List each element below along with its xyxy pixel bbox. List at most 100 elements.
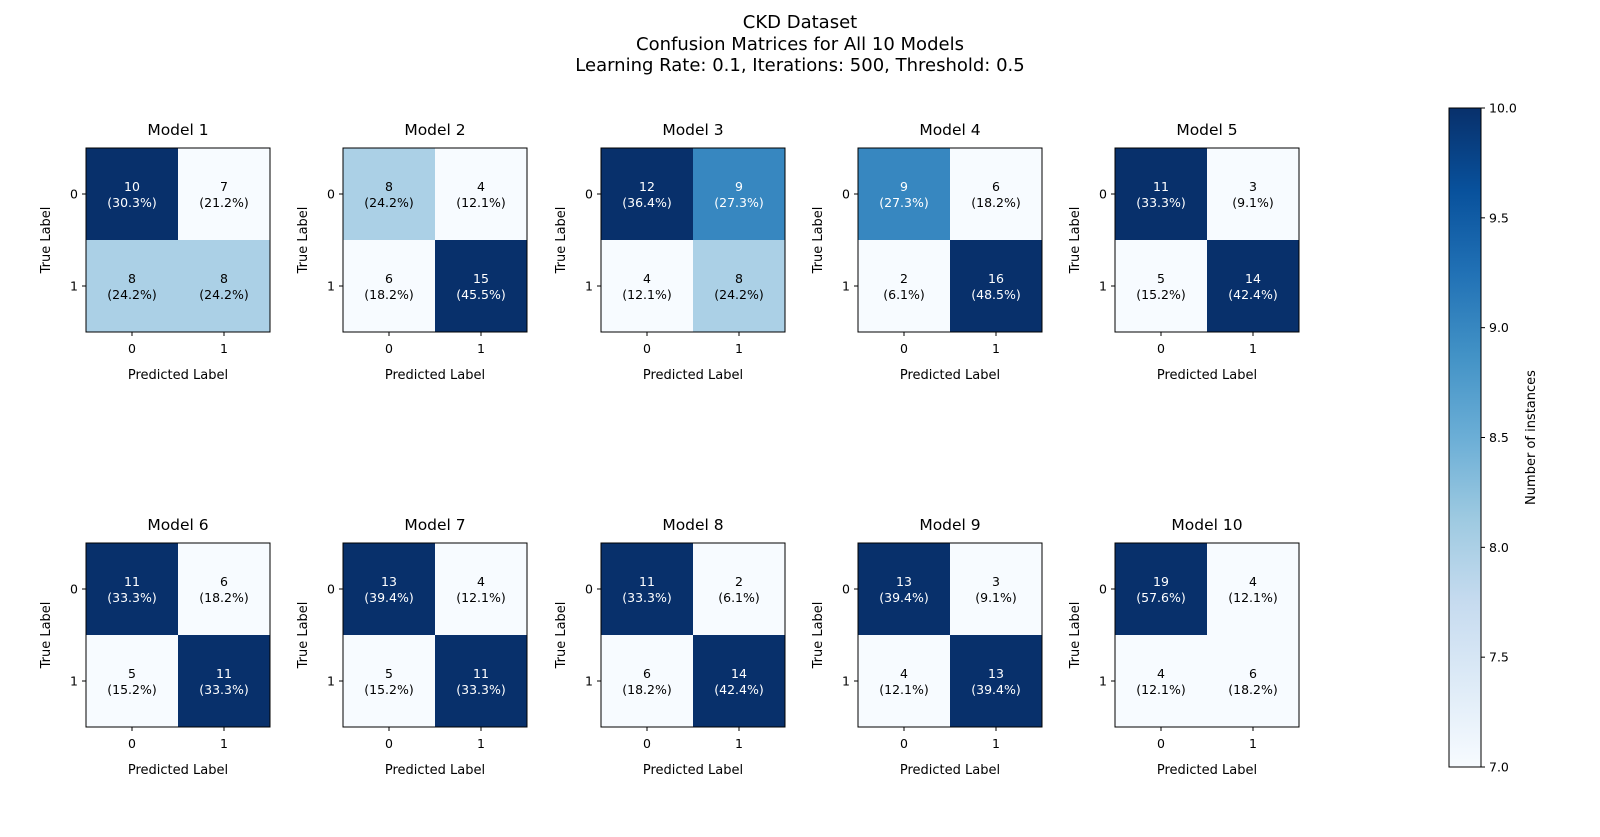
matrix-title: Model 9: [919, 516, 980, 534]
y-tick-label: 1: [1099, 674, 1107, 689]
y-axis-label: True Label: [296, 602, 311, 670]
y-tick-label: 0: [842, 582, 850, 597]
cell-count-label: 8: [735, 271, 743, 286]
matrix-cell: [858, 635, 950, 727]
matrix-model-8: Model 811(33.3%)2(6.1%)6(18.2%)14(42.4%)…: [554, 516, 786, 778]
cell-count-label: 16: [988, 271, 1004, 286]
cell-count-label: 4: [900, 666, 908, 681]
x-axis-label: Predicted Label: [385, 763, 485, 778]
cell-count-label: 5: [1157, 271, 1165, 286]
cell-count-label: 3: [992, 574, 1000, 589]
x-tick-label: 1: [735, 736, 743, 751]
matrix-model-6: Model 611(33.3%)6(18.2%)5(15.2%)11(33.3%…: [39, 516, 271, 778]
matrix-model-2: Model 2 8(24.2%) 4(12.1%) 6(18.2%) 15(45.5%)…: [296, 121, 528, 383]
y-tick-label: 1: [585, 279, 593, 294]
cell-count-label: 6: [385, 271, 393, 286]
y-tick-label: 0: [842, 187, 850, 202]
matrix-cell: [858, 240, 950, 332]
colorbar-tick-label: 7.5: [1489, 650, 1509, 665]
matrix-frame: [857, 542, 1043, 728]
cell-percent-label: (12.1%): [456, 590, 505, 605]
cell-count-label: 11: [473, 666, 489, 681]
x-tick-label: 0: [128, 736, 136, 751]
cell-percent-label: (33.3%): [456, 682, 505, 697]
y-tick-label: 1: [70, 674, 78, 689]
cell-count-label: 14: [1245, 271, 1261, 286]
cell-percent-label: (15.2%): [364, 682, 413, 697]
x-tick-label: 0: [643, 736, 651, 751]
cell-count-label: 4: [643, 271, 651, 286]
matrix-title: Model 5: [1176, 121, 1237, 139]
matrix-cell: [343, 543, 435, 635]
y-axis-label: True Label: [1068, 602, 1083, 670]
matrix-cell: [693, 635, 785, 727]
cell-percent-label: (12.1%): [622, 287, 671, 302]
y-tick-label: 0: [585, 187, 593, 202]
matrix-title: Model 10: [1171, 516, 1242, 534]
matrix-cell: [1115, 635, 1207, 727]
matrix-cell: [178, 543, 270, 635]
x-tick-label: 0: [128, 341, 136, 356]
cell-percent-label: (24.2%): [364, 195, 413, 210]
matrix-model-3: Model 3 12(36.4%) 9(27.3%) 4(12.1%) 8(24.2%)…: [554, 121, 786, 383]
x-tick-label: 0: [1157, 341, 1165, 356]
x-axis-label: Predicted Label: [900, 368, 1000, 383]
matrix-cell: [693, 148, 785, 240]
cell-count-label: 6: [1249, 666, 1257, 681]
matrix-cell: [950, 635, 1042, 727]
cell-percent-label: (12.1%): [456, 195, 505, 210]
matrix-cell: [693, 543, 785, 635]
matrix-title: Model 3: [662, 121, 723, 139]
cell-percent-label: (24.2%): [714, 287, 763, 302]
matrix-model-5: Model 511(33.3%)3(9.1%)5(15.2%)14(42.4%)…: [1068, 121, 1300, 383]
x-tick-label: 1: [735, 341, 743, 356]
matrix-model-7: Model 713(39.4%)4(12.1%)5(15.2%)11(33.3%…: [296, 516, 528, 778]
cell-count-label: 4: [477, 574, 485, 589]
matrix-cell: [1115, 148, 1207, 240]
y-axis-label: True Label: [811, 602, 826, 670]
x-tick-label: 1: [477, 341, 485, 356]
cell-percent-label: (33.3%): [1136, 195, 1185, 210]
cell-count-label: 11: [216, 666, 232, 681]
matrix-cell: [343, 240, 435, 332]
matrix-frame: [342, 542, 528, 728]
matrix-title: Model 6: [147, 516, 208, 534]
matrix-cell: [1115, 543, 1207, 635]
figure-title-line-2: Confusion Matrices for All 10 Models: [636, 33, 964, 55]
y-tick-label: 1: [842, 674, 850, 689]
cell-percent-label: (30.3%): [107, 195, 156, 210]
cell-count-label: 12: [639, 179, 655, 194]
x-axis-label: Predicted Label: [385, 368, 485, 383]
x-axis-label: Predicted Label: [1157, 368, 1257, 383]
cell-percent-label: (18.2%): [364, 287, 413, 302]
matrix-cell: [601, 543, 693, 635]
matrix-cell: [950, 148, 1042, 240]
x-tick-label: 0: [643, 341, 651, 356]
cell-count-label: 5: [385, 666, 393, 681]
colorbar-gradient: [1449, 108, 1481, 767]
y-tick-label: 0: [70, 582, 78, 597]
y-tick-label: 0: [70, 187, 78, 202]
cell-percent-label: (6.1%): [718, 590, 760, 605]
colorbar-tick-label: 10.0: [1489, 101, 1517, 116]
matrix-frame: [85, 542, 271, 728]
cell-count-label: 10: [124, 179, 140, 194]
matrix-cell: [343, 635, 435, 727]
matrix-frame: [600, 542, 786, 728]
cell-percent-label: (33.3%): [199, 682, 248, 697]
cell-count-label: 8: [385, 179, 393, 194]
matrix-model-1: Model 110(30.3%)7(21.2%)8(24.2%)8(24.2%)…: [39, 121, 271, 383]
matrix-model-10: Model 1019(57.6%)4(12.1%)4(12.1%)6(18.2%…: [1068, 516, 1300, 778]
cell-percent-label: (18.2%): [971, 195, 1020, 210]
x-axis-label: Predicted Label: [1157, 763, 1257, 778]
matrix-cell: [601, 240, 693, 332]
matrix-cell: [343, 148, 435, 240]
colorbar-tick-label: 8.5: [1489, 430, 1509, 445]
y-axis-label: True Label: [1068, 207, 1083, 275]
cell-percent-label: (18.2%): [199, 590, 248, 605]
y-tick-label: 0: [1099, 187, 1107, 202]
x-axis-label: Predicted Label: [900, 763, 1000, 778]
cell-count-label: 14: [731, 666, 747, 681]
x-axis-label: Predicted Label: [128, 763, 228, 778]
